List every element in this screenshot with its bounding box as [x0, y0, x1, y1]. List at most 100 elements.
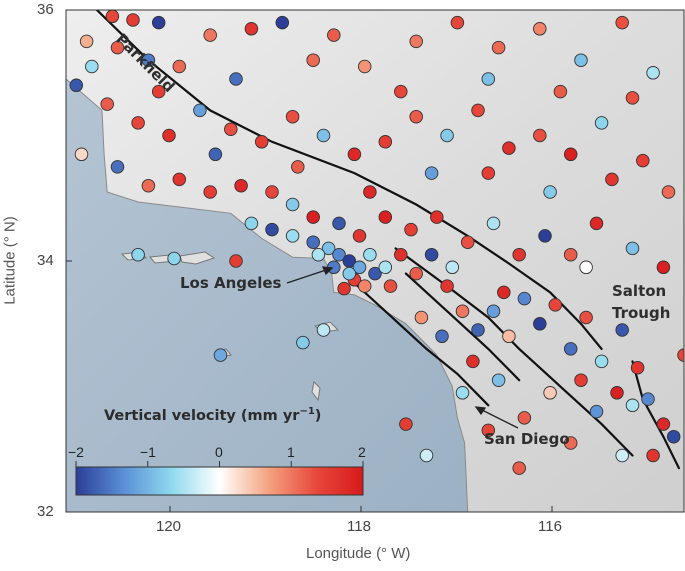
station-marker: [383, 279, 398, 293]
station-marker: [363, 247, 377, 262]
station-marker: [630, 360, 645, 375]
colorbar-tick-label: 1: [287, 444, 295, 460]
station-marker: [594, 116, 609, 130]
station-marker: [646, 448, 660, 463]
y-tick-label: 34: [37, 252, 54, 269]
station-marker: [265, 185, 279, 199]
station-marker: [460, 235, 475, 249]
station-marker: [404, 222, 418, 237]
y-axis-label: Latitude (° N): [1, 216, 19, 305]
axis-ticks: [66, 9, 553, 513]
station-marker: [455, 304, 470, 318]
station-marker: [378, 210, 393, 224]
station-marker: [162, 128, 176, 143]
station-marker: [538, 229, 552, 243]
station-marker: [110, 40, 125, 55]
station-marker: [332, 216, 346, 231]
station-marker: [661, 185, 676, 199]
station-marker: [486, 304, 501, 318]
colorbar-title: Vertical velocity (mm yr−1): [104, 406, 321, 424]
station-marker: [543, 386, 557, 400]
station-marker: [615, 15, 629, 30]
station-marker: [85, 59, 99, 74]
fault-line: [404, 272, 521, 382]
station-marker: [332, 247, 346, 262]
station-marker: [409, 266, 423, 281]
station-marker: [579, 260, 593, 275]
station-marker: [234, 178, 248, 193]
place-label-salton: Salton: [612, 282, 667, 300]
station-marker: [666, 429, 681, 444]
station-marker: [563, 342, 578, 356]
station-marker: [100, 97, 114, 111]
station-marker: [79, 34, 94, 49]
colorbar-title-text: Vertical velocity (mm yr: [104, 407, 300, 424]
station-marker: [424, 166, 439, 180]
station-marker: [563, 147, 578, 162]
station-marker: [126, 13, 140, 27]
station-marker: [471, 103, 485, 118]
station-marker: [285, 197, 300, 212]
station-marker: [605, 172, 619, 187]
station-marker: [347, 147, 362, 162]
station-marker: [378, 260, 393, 275]
station-marker: [481, 166, 496, 180]
station-marker: [677, 348, 684, 362]
station-marker: [311, 247, 326, 262]
station-marker: [533, 128, 547, 143]
station-marker: [151, 84, 166, 99]
station-marker: [110, 160, 125, 174]
y-tick-label: 36: [37, 1, 54, 18]
station-marker: [625, 241, 640, 256]
station-marker: [486, 216, 501, 231]
station-marker: [306, 210, 320, 224]
station-marker: [141, 178, 156, 193]
station-marker: [502, 329, 516, 344]
colorbar-tick-label: 2: [358, 444, 366, 460]
station-marker: [352, 229, 367, 243]
station-marker: [579, 310, 593, 325]
station-marker: [512, 247, 526, 262]
station-marker: [394, 247, 408, 262]
station-marker: [399, 417, 413, 431]
station-marker: [589, 404, 604, 419]
station-marker: [275, 15, 290, 30]
station-marker: [589, 216, 604, 231]
station-marker: [512, 461, 526, 475]
station-marker: [414, 310, 429, 325]
station-marker: [306, 53, 320, 67]
place-label-san-diego: San Diego: [484, 430, 570, 448]
station-marker: [481, 72, 496, 86]
station-marker: [285, 229, 300, 243]
station-marker: [208, 147, 223, 162]
colorbar-tick-label: −2: [68, 444, 84, 460]
station-marker: [543, 185, 557, 199]
station-marker: [316, 323, 331, 337]
station-marker: [424, 247, 439, 262]
station-marker: [553, 84, 568, 99]
x-axis-label: Longitude (° W): [306, 545, 411, 562]
station-marker: [285, 109, 300, 124]
station-marker: [548, 298, 563, 312]
colorbar-title-exponent: −1: [299, 406, 315, 417]
station-marker: [352, 260, 367, 275]
station-marker: [445, 260, 460, 275]
station-marker: [151, 15, 166, 30]
station-marker: [357, 59, 372, 74]
fault-line: [631, 360, 681, 470]
station-marker: [481, 423, 496, 438]
station-marker: [327, 28, 341, 42]
station-marker: [131, 247, 145, 262]
place-label-los-angeles: Los Angeles: [180, 274, 282, 292]
station-marker: [131, 116, 145, 130]
station-marker: [502, 141, 516, 155]
station-marker: [172, 59, 187, 74]
station-marker: [491, 373, 506, 387]
station-marker: [455, 386, 470, 400]
station-marker: [466, 354, 480, 369]
colorbar-tick-label: −1: [140, 444, 156, 460]
station-marker: [193, 103, 207, 118]
station-marker: [378, 135, 393, 149]
fault-line: [343, 272, 490, 407]
